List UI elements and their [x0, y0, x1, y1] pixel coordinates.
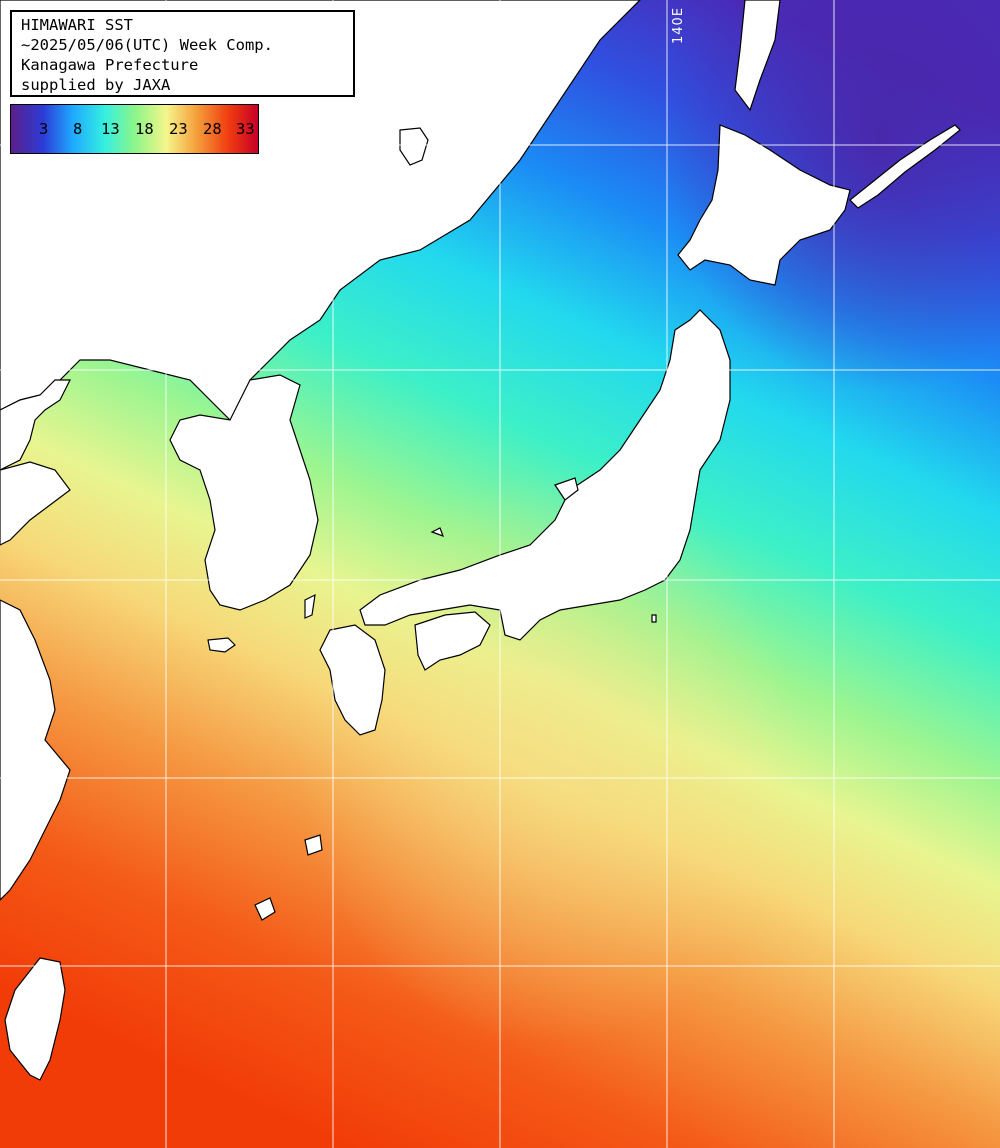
okinawa [254, 897, 276, 921]
colorbar-tick: 33 [236, 120, 255, 138]
china-coast [0, 599, 71, 901]
colorbar-tick: 28 [203, 120, 222, 138]
colorbar-tick: 3 [39, 120, 49, 138]
sado-island [554, 477, 579, 501]
jeju-island [207, 637, 236, 653]
colorbar-tick: 18 [135, 120, 154, 138]
sakhalin [734, 0, 781, 112]
taiwan [4, 957, 66, 1081]
honshu [359, 309, 731, 641]
colorbar-tick: 8 [73, 120, 83, 138]
colorbar-legend: 3 8 13 18 23 28 33 [10, 104, 259, 154]
mainland-west [0, 379, 71, 471]
korean-peninsula [169, 374, 319, 611]
island-north-sea [399, 127, 429, 166]
title-line-3: Kanagawa Prefecture [21, 56, 199, 74]
colorbar-tick: 23 [169, 120, 188, 138]
title-box: HIMAWARI SST ~2025/05/06(UTC) Week Comp.… [10, 10, 355, 97]
title-line-4: supplied by JAXA [21, 76, 171, 94]
hokkaido [677, 124, 851, 286]
title-line-1: HIMAWARI SST [21, 16, 133, 34]
amami-islands [304, 834, 323, 856]
title-line-2: ~2025/05/06(UTC) Week Comp. [21, 36, 273, 54]
kuril-islands [849, 124, 961, 209]
izu-island [651, 614, 657, 623]
oki-island [430, 527, 445, 538]
kyushu [319, 624, 386, 736]
shikoku [414, 611, 491, 671]
colorbar-tick: 13 [101, 120, 120, 138]
shandong-peninsula [0, 461, 71, 546]
latitude-label-40n: 40N [16, 354, 46, 369]
longitude-label-140e: 140E [671, 6, 686, 44]
tsushima [304, 593, 316, 619]
